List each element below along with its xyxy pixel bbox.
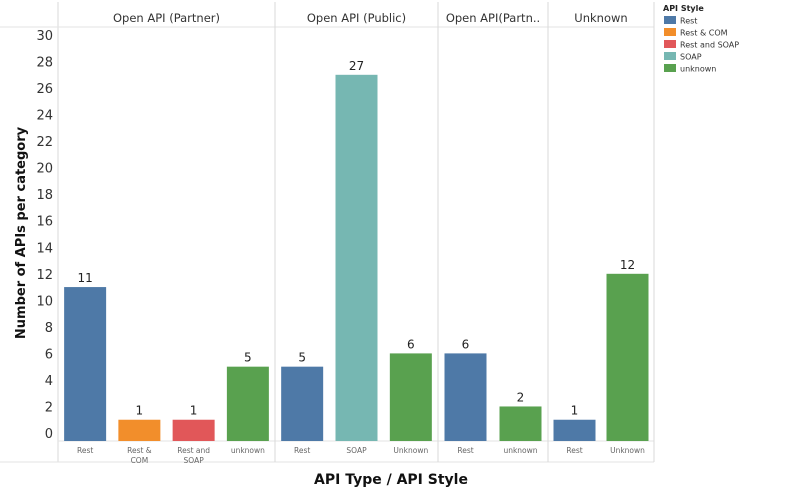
value-label: 5 [298, 351, 306, 365]
y-tick-label: 16 [36, 215, 53, 230]
legend-label: Rest & COM [680, 29, 728, 38]
category-label: Rest [77, 446, 93, 455]
legend: API Style Rest Rest & COM Rest and SOAP SOA… [663, 4, 739, 74]
bar[interactable] [499, 406, 542, 441]
bar[interactable] [553, 419, 596, 441]
y-tick-label: 10 [36, 294, 53, 309]
y-tick-label: 8 [45, 321, 53, 336]
bars [64, 74, 649, 442]
bar[interactable] [172, 419, 215, 441]
bar[interactable] [226, 366, 269, 441]
y-tick-label: 6 [45, 347, 53, 362]
value-label: 6 [462, 337, 470, 351]
legend-swatch [664, 64, 676, 72]
legend-swatch [664, 16, 676, 24]
y-tick-label: 14 [36, 241, 53, 256]
value-label: 1 [190, 404, 198, 418]
category-label: SOAP [346, 446, 367, 455]
category-label: Rest [457, 446, 473, 455]
legend-swatch [664, 28, 676, 36]
panel-title: Open API(Partn.. [446, 11, 540, 25]
bar[interactable] [444, 353, 487, 441]
y-tick-label: 22 [36, 135, 53, 150]
bar[interactable] [64, 287, 107, 441]
y-tick-label: 18 [36, 188, 53, 203]
category-label: Rest and [177, 446, 210, 455]
value-label: 27 [349, 59, 364, 73]
y-axis-title: Number of APIs per category [14, 126, 29, 339]
y-tick-label: 28 [36, 56, 53, 71]
y-tick-label: 4 [45, 374, 53, 389]
legend-label: Rest and SOAP [680, 41, 739, 50]
value-label: 1 [136, 404, 144, 418]
value-label: 12 [620, 258, 635, 272]
category-label: COM [131, 456, 149, 465]
y-tick-label: 20 [36, 162, 53, 177]
legend-swatch [664, 40, 676, 48]
panel-title: Unknown [574, 11, 627, 25]
value-label: 11 [77, 271, 92, 285]
y-tick-label: 26 [36, 82, 53, 97]
bar[interactable] [606, 273, 649, 441]
legend-title: API Style [663, 4, 704, 13]
bar[interactable] [389, 353, 432, 441]
value-label: 6 [407, 337, 415, 351]
legend-label: Rest [680, 17, 697, 26]
category-label: Unknown [393, 446, 428, 455]
bar[interactable] [118, 419, 161, 441]
panel-title: Open API (Public) [307, 11, 406, 25]
category-label: Rest [294, 446, 310, 455]
y-tick-label: 12 [36, 268, 53, 283]
category-label: Unknown [610, 446, 645, 455]
category-label: Rest [566, 446, 582, 455]
y-tick-label: 2 [45, 400, 53, 415]
bar[interactable] [281, 366, 324, 441]
x-axis-title: API Type / API Style [314, 472, 468, 488]
category-label: Rest & [127, 446, 152, 455]
value-label: 2 [517, 390, 525, 404]
y-tick-label: 0 [45, 427, 53, 442]
category-label: unknown [231, 446, 265, 455]
legend-label: SOAP [680, 53, 702, 62]
y-tick-label: 24 [36, 109, 53, 124]
value-label: 5 [244, 351, 252, 365]
legend-label: unknown [680, 65, 716, 74]
y-tick-label: 30 [36, 29, 53, 44]
panel-titles: Open API (Partner) Open API (Public) Open … [113, 11, 628, 25]
legend-swatch [664, 52, 676, 60]
bar[interactable] [335, 74, 378, 442]
category-label: SOAP [184, 456, 205, 465]
category-label: unknown [503, 446, 537, 455]
value-label: 1 [571, 404, 579, 418]
panel-title: Open API (Partner) [113, 11, 220, 25]
